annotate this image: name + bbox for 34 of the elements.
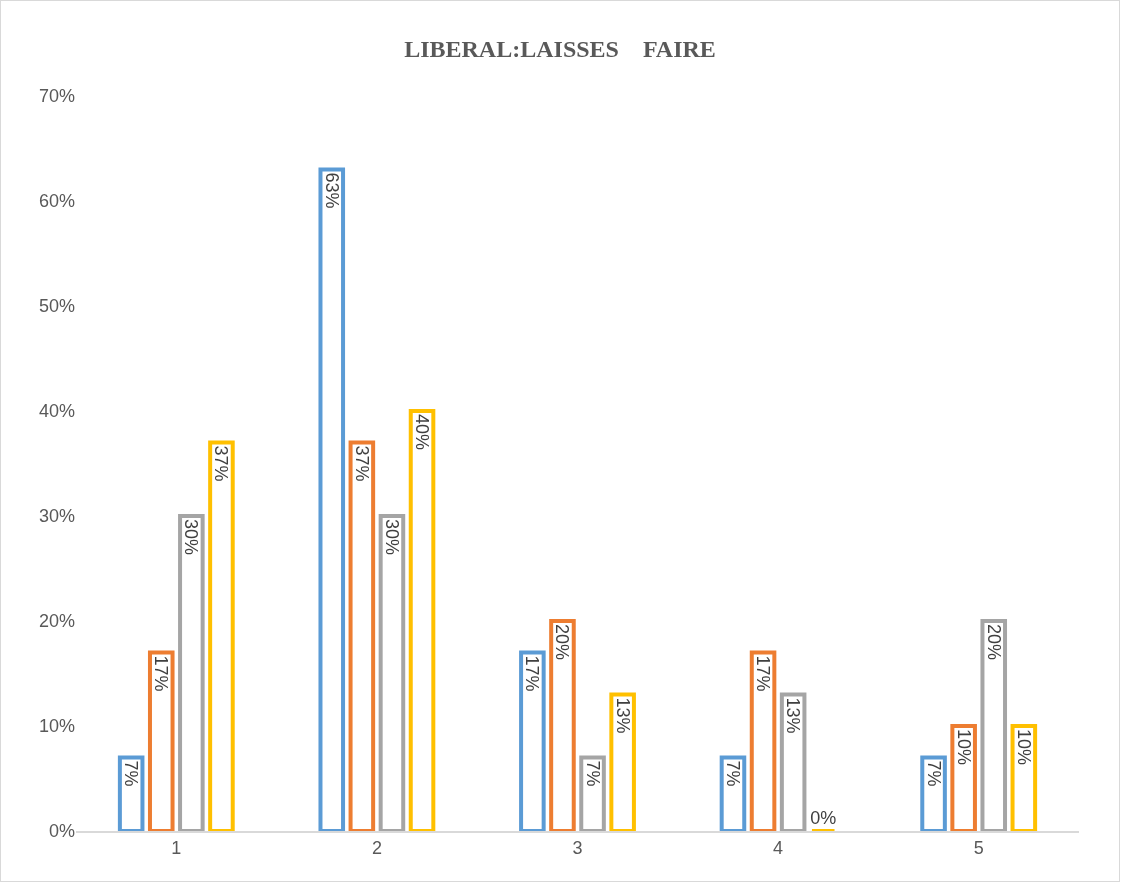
data-label: 7%: [121, 760, 142, 787]
data-label: 0%: [810, 808, 837, 828]
data-label: 63%: [321, 172, 342, 209]
data-label: 30%: [381, 519, 402, 556]
data-label: 10%: [1013, 729, 1034, 766]
y-tick-label: 40%: [38, 401, 75, 422]
x-tick-label: 4: [773, 838, 784, 859]
data-label: 17%: [753, 655, 774, 692]
data-label: 40%: [412, 414, 433, 451]
data-label: 17%: [522, 655, 543, 692]
data-label: 7%: [923, 760, 944, 787]
data-label: 13%: [783, 697, 804, 734]
y-tick-label: 30%: [38, 506, 75, 527]
x-tick-label: 3: [572, 838, 583, 859]
data-label: 20%: [552, 624, 573, 661]
x-tick-label: 1: [171, 838, 182, 859]
data-label: 37%: [351, 445, 372, 482]
data-label: 20%: [983, 624, 1004, 661]
y-tick-label: 20%: [38, 611, 75, 632]
y-tick-label: 70%: [38, 86, 75, 107]
data-label: 30%: [181, 519, 202, 556]
x-tick-label: 2: [371, 838, 382, 859]
data-label: 7%: [582, 760, 603, 787]
y-tick-label: 60%: [38, 191, 75, 212]
chart-title: LIBERAL:LAISSES FAIRE: [404, 36, 716, 63]
data-label: 13%: [612, 697, 633, 734]
data-label: 7%: [722, 760, 743, 787]
y-tick-label: 0%: [48, 821, 75, 842]
y-tick-label: 10%: [38, 716, 75, 737]
data-label: 17%: [151, 655, 172, 692]
data-label: 37%: [211, 445, 232, 482]
y-tick-label: 50%: [38, 296, 75, 317]
x-tick-label: 5: [973, 838, 984, 859]
data-label: 10%: [953, 729, 974, 766]
